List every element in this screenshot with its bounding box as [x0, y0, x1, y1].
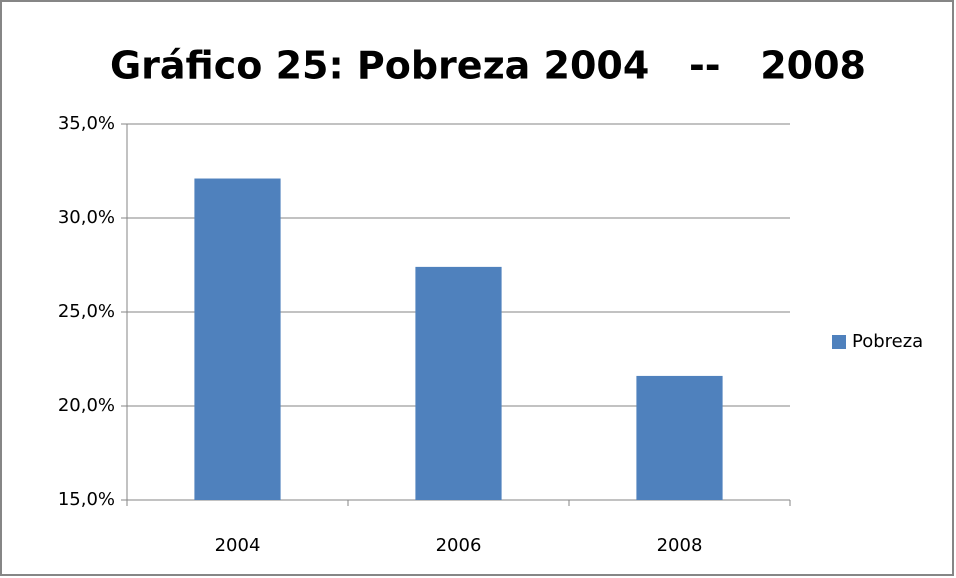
- legend-swatch: [832, 335, 846, 349]
- legend-label: Pobreza: [852, 331, 923, 352]
- bar: [415, 266, 502, 500]
- chart-title: Gráfico 25: Pobreza 2004 -- 2008: [110, 44, 866, 88]
- x-tick-label: 2006: [436, 535, 482, 556]
- x-tick-label: 2004: [215, 535, 261, 556]
- y-tick-label: 15,0%: [58, 489, 115, 510]
- x-tick-label: 2008: [657, 535, 703, 556]
- y-tick-label: 35,0%: [58, 113, 115, 134]
- y-tick-label: 20,0%: [58, 395, 115, 416]
- bar: [636, 375, 723, 500]
- y-tick-label: 25,0%: [58, 301, 115, 322]
- y-tick-label: 30,0%: [58, 207, 115, 228]
- bar: [194, 178, 281, 500]
